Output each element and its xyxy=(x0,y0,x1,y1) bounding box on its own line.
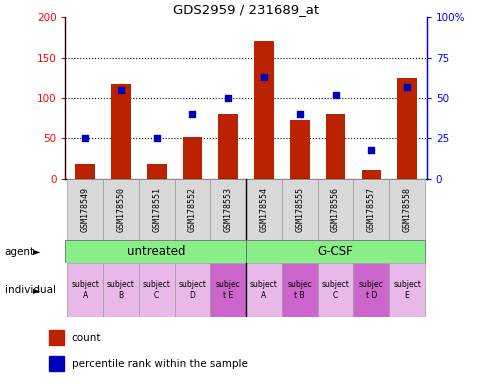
Text: GSM178558: GSM178558 xyxy=(402,187,411,232)
Bar xyxy=(289,120,309,179)
Point xyxy=(81,135,89,141)
Text: agent: agent xyxy=(5,247,35,257)
Bar xyxy=(245,240,424,263)
Text: GSM178550: GSM178550 xyxy=(116,187,125,232)
Bar xyxy=(103,263,138,317)
Text: individual: individual xyxy=(5,285,56,295)
Text: subjec
t D: subjec t D xyxy=(358,280,383,300)
Bar xyxy=(75,164,95,179)
Text: GSM178553: GSM178553 xyxy=(223,187,232,232)
Point xyxy=(402,84,410,90)
Text: ►: ► xyxy=(32,247,40,257)
Bar xyxy=(317,263,353,317)
Text: subject
A: subject A xyxy=(71,280,99,300)
Bar xyxy=(245,263,281,317)
Bar xyxy=(210,179,245,240)
Text: GSM178555: GSM178555 xyxy=(295,187,303,232)
Bar xyxy=(174,179,210,240)
Point xyxy=(367,146,375,152)
Bar xyxy=(218,114,238,179)
Bar xyxy=(103,179,138,240)
Text: ►: ► xyxy=(32,285,40,295)
Bar xyxy=(353,179,389,240)
Bar xyxy=(48,356,64,371)
Text: GSM178557: GSM178557 xyxy=(366,187,375,232)
Text: GSM178549: GSM178549 xyxy=(80,187,90,232)
Text: count: count xyxy=(72,333,101,343)
Bar xyxy=(281,263,317,317)
Point xyxy=(224,95,232,101)
Bar xyxy=(147,164,166,179)
Point xyxy=(117,87,124,93)
Bar xyxy=(389,179,424,240)
Bar xyxy=(138,179,174,240)
Bar xyxy=(67,263,103,317)
Bar xyxy=(353,263,389,317)
Bar xyxy=(65,240,245,263)
Text: percentile rank within the sample: percentile rank within the sample xyxy=(72,359,247,369)
Text: GSM178554: GSM178554 xyxy=(259,187,268,232)
Text: GSM178551: GSM178551 xyxy=(152,187,161,232)
Title: GDS2959 / 231689_at: GDS2959 / 231689_at xyxy=(173,3,318,16)
Point xyxy=(152,135,160,141)
Point xyxy=(295,111,303,117)
Text: GSM178556: GSM178556 xyxy=(331,187,339,232)
Point xyxy=(259,74,267,80)
Bar xyxy=(48,330,64,345)
Text: subject
B: subject B xyxy=(107,280,135,300)
Text: untreated: untreated xyxy=(127,245,185,258)
Bar xyxy=(396,78,416,179)
Bar xyxy=(281,179,317,240)
Text: subject
A: subject A xyxy=(250,280,277,300)
Bar xyxy=(317,179,353,240)
Bar xyxy=(67,179,103,240)
Bar xyxy=(361,170,380,179)
Point xyxy=(331,92,339,98)
Point xyxy=(188,111,196,117)
Text: subject
C: subject C xyxy=(142,280,170,300)
Bar xyxy=(138,263,174,317)
Text: subject
D: subject D xyxy=(178,280,206,300)
Bar xyxy=(325,114,345,179)
Bar xyxy=(174,263,210,317)
Text: subject
C: subject C xyxy=(321,280,349,300)
Text: subjec
t E: subjec t E xyxy=(215,280,240,300)
Bar xyxy=(210,263,245,317)
Text: subject
E: subject E xyxy=(393,280,420,300)
Text: GSM178552: GSM178552 xyxy=(188,187,197,232)
Bar xyxy=(182,137,202,179)
Bar xyxy=(245,179,281,240)
Text: G-CSF: G-CSF xyxy=(317,245,353,258)
Bar xyxy=(111,84,131,179)
Text: subjec
t B: subjec t B xyxy=(287,280,312,300)
Bar xyxy=(254,41,273,179)
Bar xyxy=(389,263,424,317)
